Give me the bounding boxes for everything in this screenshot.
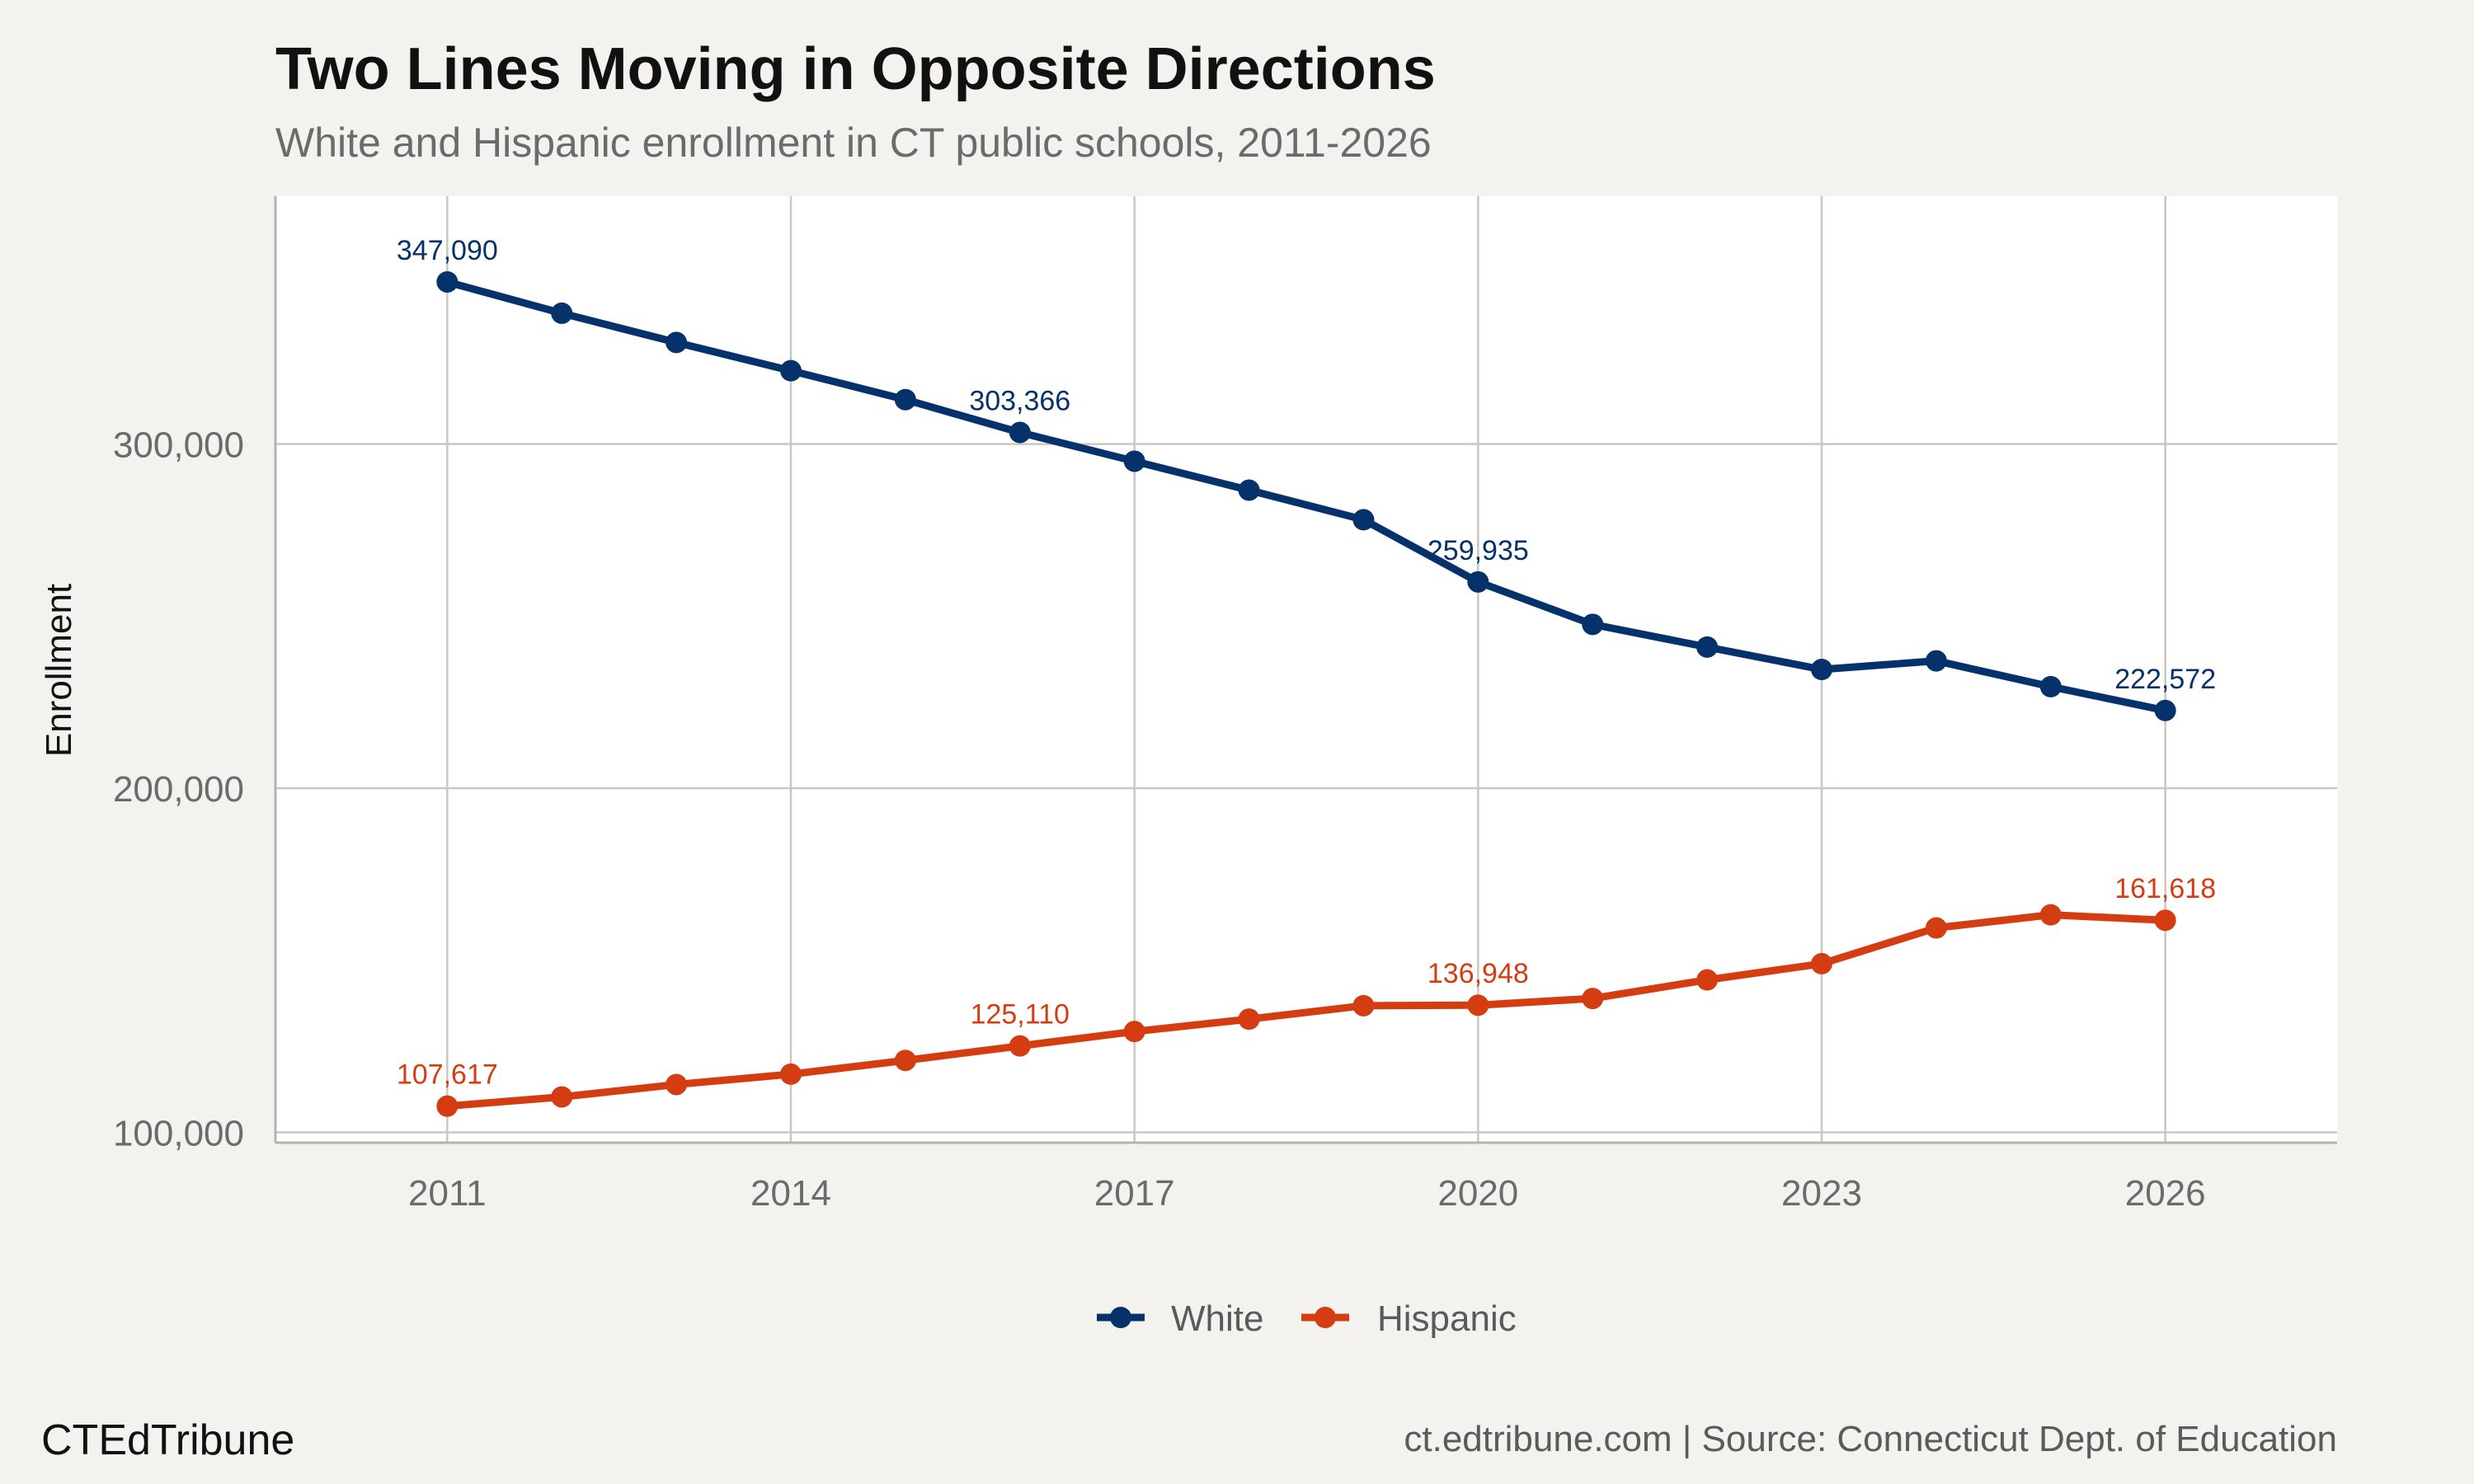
white-data-point	[1352, 509, 1375, 531]
hispanic-data-point	[1123, 1021, 1145, 1043]
y-tick-label: 300,000	[113, 425, 244, 466]
hispanic-data-point	[2039, 904, 2062, 926]
white-series-line	[443, 278, 2170, 715]
y-tick-label: 100,000	[113, 1113, 244, 1153]
hispanic-data-label: 136,948	[1427, 958, 1529, 989]
hispanic-data-point	[1467, 994, 1489, 1017]
x-tick-label: 2014	[750, 1173, 831, 1214]
hispanic-data-point	[436, 1095, 459, 1117]
white-data-label: 303,366	[969, 386, 1070, 417]
legend: White Hispanic	[1097, 1298, 1517, 1339]
hispanic-data-point	[1582, 988, 1604, 1010]
x-tick-label: 2011	[408, 1173, 487, 1214]
white-data-point	[551, 302, 573, 324]
white-data-point	[1696, 636, 1719, 658]
white-data-point	[1811, 659, 1832, 680]
white-data-point	[1123, 450, 1145, 472]
series-lines	[436, 270, 2176, 1117]
hispanic-data-point	[551, 1086, 573, 1108]
hispanic-data-point	[894, 1050, 916, 1072]
data-labels: 347,090 303,366 259,935 222,572 107,617 125,1…	[397, 235, 2216, 1091]
y-axis-title: Enrollment	[39, 584, 79, 757]
white-data-label: 259,935	[1427, 535, 1529, 566]
white-data-point	[2039, 675, 2062, 697]
white-data-point	[666, 331, 688, 354]
chart-subtitle: White and Hispanic enrollment in CT publ…	[275, 120, 1432, 166]
white-data-point	[780, 359, 802, 382]
white-data-point	[1467, 571, 1489, 593]
white-data-point	[1238, 479, 1260, 501]
hispanic-data-point	[1696, 969, 1719, 991]
white-data-label: 347,090	[397, 235, 498, 266]
white-data-point	[1582, 613, 1604, 636]
hispanic-data-point	[666, 1073, 688, 1096]
white-data-label: 222,572	[2114, 664, 2216, 695]
hispanic-series-line	[443, 911, 2170, 1111]
hispanic-data-point	[1925, 917, 1947, 939]
y-tick-label: 200,000	[113, 769, 244, 810]
plot-panel	[275, 196, 2337, 1143]
hispanic-data-point	[1352, 994, 1375, 1017]
hispanic-data-point	[1811, 952, 1832, 974]
x-tick-label: 2020	[1437, 1173, 1518, 1214]
hispanic-data-label: 161,618	[2114, 873, 2216, 904]
white-data-point	[436, 270, 459, 293]
hispanic-data-point	[1238, 1008, 1260, 1031]
hispanic-legend-label: Hispanic	[1377, 1298, 1517, 1339]
white-data-point	[1009, 421, 1031, 444]
white-data-point	[894, 388, 916, 411]
white-data-point	[1925, 650, 1947, 672]
hispanic-data-label: 107,617	[397, 1059, 498, 1091]
x-tick-label: 2017	[1094, 1173, 1175, 1214]
white-legend-label: White	[1171, 1298, 1263, 1339]
white-legend-swatch-point	[1110, 1307, 1131, 1328]
x-tick-label: 2026	[2125, 1173, 2206, 1214]
white-data-point	[2154, 699, 2176, 721]
hispanic-data-point	[2154, 909, 2176, 932]
hispanic-data-point	[1009, 1035, 1031, 1057]
axes: 2011 2014 2017 2020 2023 2026 100,000 200,000 30…	[113, 196, 2337, 1214]
x-tick-label: 2023	[1781, 1173, 1862, 1214]
hispanic-data-label: 125,110	[971, 999, 1070, 1031]
hispanic-legend-swatch-point	[1315, 1307, 1336, 1328]
chart-title: Two Lines Moving in Opposite Directions	[275, 36, 1436, 102]
source-note: ct.edtribune.com | Source: Connecticut D…	[1404, 1419, 2337, 1459]
hispanic-data-point	[780, 1063, 802, 1085]
grid-lines	[275, 196, 2337, 1143]
brand-label: CTEdTribune	[41, 1416, 294, 1464]
